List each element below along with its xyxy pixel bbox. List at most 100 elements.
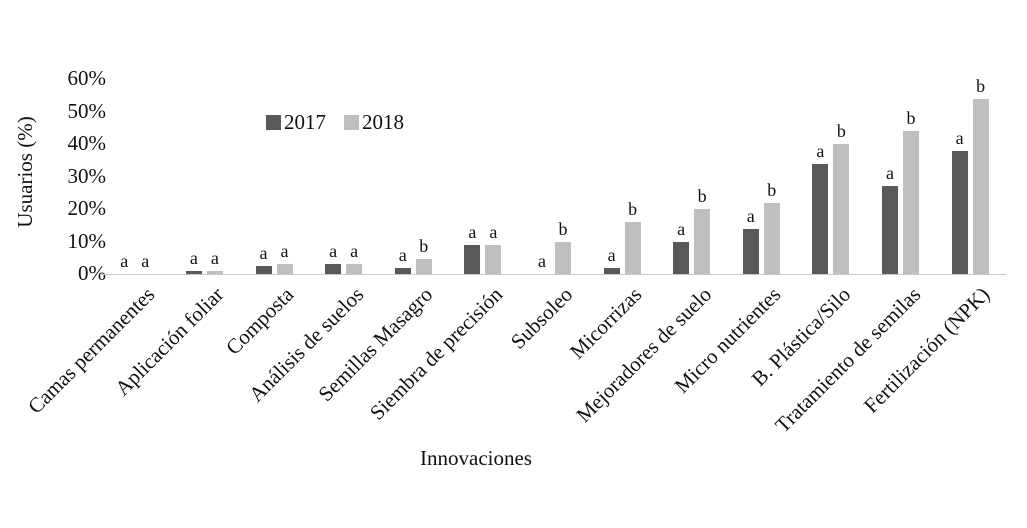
- bar-cell: a: [951, 127, 968, 274]
- significance-letter: b: [558, 218, 568, 239]
- significance-letter: a: [259, 242, 268, 263]
- bar-2017: [255, 265, 272, 274]
- bar-cell: a: [812, 140, 829, 274]
- bar-cell: b: [972, 76, 989, 274]
- significance-letter: a: [677, 218, 686, 239]
- y-tick-label: 50%: [67, 98, 107, 123]
- bar-2017: [603, 267, 620, 274]
- bar-cell: a: [534, 251, 550, 274]
- significance-letter: a: [489, 221, 498, 242]
- x-tick-label: Siembra de precisión: [364, 282, 508, 425]
- significance-letter: a: [189, 247, 198, 268]
- y-tick-label: 0%: [78, 261, 106, 286]
- bar-cell: a: [464, 221, 481, 274]
- significance-letter: a: [607, 244, 616, 265]
- bar-cell: a: [742, 205, 759, 274]
- bar-cell: a: [485, 221, 502, 274]
- significance-letter: a: [350, 241, 359, 262]
- bar-cell: a: [346, 241, 363, 274]
- significance-letter: a: [329, 241, 338, 262]
- significance-letter: b: [419, 236, 429, 257]
- bar-2018: [763, 202, 780, 274]
- significance-letter: a: [468, 221, 477, 242]
- legend-swatch-2017: [266, 114, 281, 130]
- legend: 2017 2018: [266, 110, 404, 134]
- significance-letter: b: [836, 121, 846, 141]
- significance-letter: a: [816, 140, 825, 161]
- bar-cell: a: [603, 244, 620, 274]
- bar-2018: [833, 144, 850, 274]
- significance-letter: b: [697, 186, 707, 206]
- bar-cell: b: [694, 186, 711, 274]
- bar-2018: [694, 209, 711, 274]
- bar-2017: [673, 241, 690, 274]
- y-tick-label: 60%: [67, 66, 107, 91]
- x-tick-label: Mejoradores de suelo: [571, 282, 716, 428]
- bar-cell: a: [206, 247, 223, 274]
- bar-2017: [394, 267, 411, 274]
- bar-2017: [742, 228, 759, 274]
- significance-letter: a: [746, 205, 755, 226]
- legend-label-2017: 2017: [284, 110, 326, 134]
- significance-letter: a: [955, 127, 964, 148]
- bar-2017: [325, 264, 342, 274]
- bar-2017: [812, 163, 829, 274]
- significance-letter: b: [906, 108, 916, 128]
- bar-cell: a: [116, 251, 132, 274]
- bar-2018: [554, 241, 571, 274]
- bar-cell: b: [624, 199, 641, 274]
- bar-cell: b: [554, 218, 571, 274]
- bar-2018: [415, 259, 432, 274]
- bar-2018: [206, 270, 223, 274]
- legend-item-2017: 2017: [266, 110, 326, 134]
- bar-2017: [464, 244, 481, 274]
- x-tick-label: Subsoleo: [505, 282, 577, 354]
- bar-cell: a: [185, 247, 202, 274]
- x-tick-label: Camas permanentes: [22, 282, 160, 419]
- y-tick-label: 40%: [67, 131, 107, 156]
- bar-cell: b: [903, 108, 919, 274]
- bar-2017: [951, 150, 968, 274]
- bar-cell: b: [833, 121, 850, 274]
- y-tick-label: 30%: [67, 163, 107, 188]
- significance-letter: a: [210, 247, 219, 268]
- bar-2018: [972, 98, 989, 274]
- significance-letter: b: [767, 179, 777, 200]
- bar-cell: a: [137, 251, 153, 274]
- y-tick-label: 20%: [67, 196, 107, 221]
- x-tick-label: Fertilización (NPK): [859, 282, 995, 418]
- bar-cell: a: [882, 163, 898, 274]
- x-axis-line: [100, 274, 1006, 275]
- bar-cell: b: [415, 236, 432, 274]
- legend-item-2018: 2018: [344, 110, 404, 134]
- legend-swatch-2018: [344, 114, 359, 130]
- significance-letter: b: [628, 199, 638, 219]
- bar-2018: [903, 131, 919, 274]
- legend-label-2018: 2018: [362, 110, 404, 134]
- significance-letter: a: [280, 241, 289, 262]
- y-tick-label: 10%: [67, 228, 107, 253]
- bar-2017: [185, 270, 202, 274]
- bar-2017: [882, 186, 898, 274]
- bar-2018: [624, 222, 641, 274]
- bar-2018: [346, 264, 363, 274]
- bar-cell: b: [763, 179, 780, 274]
- significance-letter: a: [141, 251, 150, 271]
- bar-cell: a: [325, 241, 342, 274]
- bar-2018: [485, 244, 502, 274]
- bar-cell: a: [276, 241, 293, 274]
